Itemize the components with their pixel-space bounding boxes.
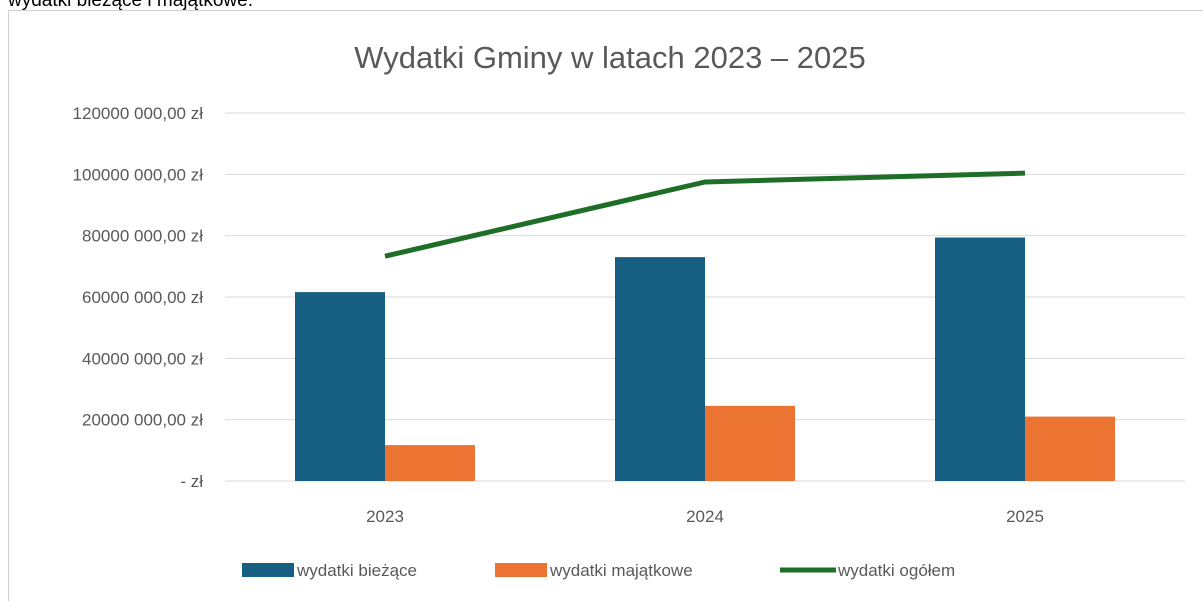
legend-swatch: [242, 563, 294, 577]
x-tick-label: 2024: [686, 507, 724, 526]
y-tick-label: 40000 000,00 zł: [82, 349, 203, 368]
legend-label: wydatki majątkowe: [549, 561, 693, 580]
y-tick-label: 60000 000,00 zł: [82, 288, 203, 307]
y-tick-label: 80000 000,00 zł: [82, 227, 203, 246]
y-tick-label: - zł: [180, 472, 203, 491]
line: [384, 170, 1026, 259]
legend-label: wydatki ogółem: [837, 561, 955, 580]
bar: [615, 257, 705, 481]
y-tick-label: 120000 000,00 zł: [73, 104, 204, 123]
caption: wydatki bieżące i majątkowe.: [7, 0, 253, 11]
legend-label: wydatki bieżące: [296, 561, 417, 580]
y-tick-label: 20000 000,00 zł: [82, 411, 203, 430]
x-tick-label: 2023: [366, 507, 404, 526]
bar: [385, 445, 475, 481]
x-tick-label: 2025: [1006, 507, 1044, 526]
bar: [935, 237, 1025, 481]
y-tick-label: 100000 000,00 zł: [73, 165, 204, 184]
bar: [1025, 416, 1115, 481]
chart-title: Wydatki Gminy w latach 2023 – 2025: [354, 40, 866, 75]
bar: [705, 405, 795, 481]
bar: [295, 292, 385, 481]
chart-frame: [8, 10, 1203, 601]
legend-swatch: [495, 563, 547, 577]
